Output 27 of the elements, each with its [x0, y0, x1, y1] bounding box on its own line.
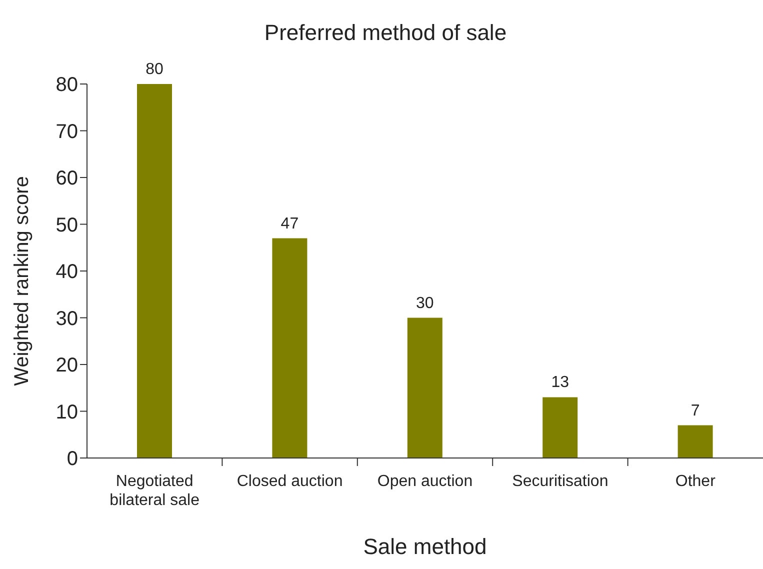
x-tick-label: Other: [675, 473, 716, 490]
bar: [407, 318, 442, 458]
bar: [542, 397, 578, 458]
y-tick-label: 60: [56, 168, 78, 190]
y-tick-label: 80: [56, 74, 78, 96]
data-label: 7: [690, 402, 700, 420]
x-tick-label: Open auction: [377, 473, 473, 490]
x-tick-label: Closed auction: [236, 473, 343, 490]
bar: [272, 238, 308, 458]
bar: [137, 84, 172, 458]
y-tick-label: 40: [56, 261, 78, 284]
y-tick-label: 30: [56, 308, 78, 330]
x-tick-label: Negotiated bilateral sale: [110, 473, 200, 509]
bar: [678, 425, 713, 458]
x-tick-label: Securitisation: [512, 473, 608, 490]
data-label: 80: [146, 61, 164, 78]
y-tick-label: 70: [56, 120, 78, 143]
data-label: 30: [416, 294, 434, 312]
y-tick-label: 10: [56, 401, 78, 424]
y-tick-label: 0: [66, 448, 78, 470]
x-axis-title: Sale method: [363, 534, 487, 559]
y-axis-title: Weighted ranking score: [11, 176, 34, 386]
y-tick-label: 50: [56, 214, 78, 236]
chart-title: Preferred method of sale: [263, 20, 508, 46]
data-label: 13: [551, 374, 570, 392]
y-tick-label: 20: [56, 354, 78, 377]
data-label: 47: [280, 215, 299, 232]
